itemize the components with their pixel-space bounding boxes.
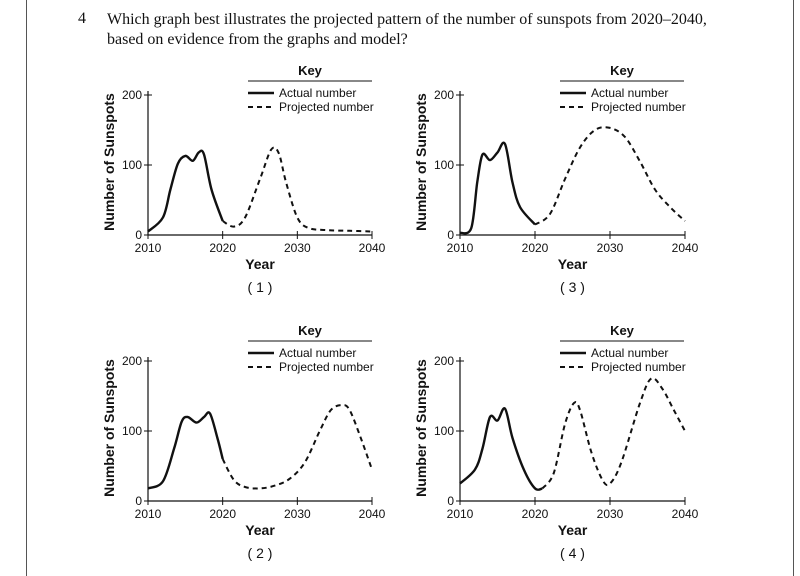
question-line-2: based on evidence from the graphs and mo… [107, 31, 408, 48]
projected-number-line [221, 404, 373, 490]
y-axis-title: Number of Sunspots [101, 359, 117, 497]
x-axis-title: Year [558, 256, 588, 272]
actual-number-line [147, 149, 224, 233]
x-tick-label: 2020 [522, 241, 549, 255]
question-text: Which graph best illustrates the project… [107, 10, 747, 50]
question-number: 4 [78, 10, 86, 27]
x-tick-label: 2040 [672, 507, 699, 521]
y-tick-label: 200 [434, 354, 454, 368]
projected-number-line [534, 126, 686, 226]
key-title: Key [298, 63, 323, 78]
actual-number-line [459, 407, 543, 491]
key-actual-label: Actual number [279, 86, 356, 100]
y-tick-label: 0 [447, 228, 454, 242]
key-actual-label: Actual number [591, 86, 668, 100]
key-projected-label: Projected number [591, 360, 686, 374]
x-tick-label: 2010 [447, 241, 474, 255]
projected-number-line [222, 146, 373, 233]
x-axis-title: Year [245, 522, 275, 538]
option-label: ( 2 ) [248, 545, 273, 561]
page-right-border [793, 0, 794, 576]
graph-option-2: 0 100 200 2010 2020 2030 2040 Year Number of Sun… [101, 323, 386, 561]
y-tick-label: 0 [135, 228, 142, 242]
y-axis-title: Number of Sunspots [101, 93, 117, 231]
x-tick-label: 2010 [135, 241, 162, 255]
graph-option-1: 0 100 200 2010 2020 2030 2040 Year Number of Sun… [413, 63, 699, 295]
y-tick-label: 0 [447, 494, 454, 508]
page-left-border [26, 0, 27, 576]
y-tick-label: 200 [122, 354, 142, 368]
x-tick-label: 2030 [597, 507, 624, 521]
option-label: ( 4 ) [560, 545, 585, 561]
y-tick-label: 100 [434, 158, 454, 172]
x-tick-label: 2010 [135, 507, 162, 521]
option-label: ( 3 ) [560, 279, 585, 295]
y-tick-label: 0 [135, 494, 142, 508]
key-projected-label: Projected number [279, 360, 374, 374]
y-axis-title: Number of Sunspots [413, 359, 429, 497]
x-tick-label: 2030 [597, 241, 624, 255]
actual-number-line [459, 141, 536, 235]
key-projected-label: Projected number [279, 100, 374, 114]
x-tick-label: 2030 [284, 241, 311, 255]
y-tick-label: 200 [122, 88, 142, 102]
x-tick-label: 2020 [209, 507, 236, 521]
key-actual-label: Actual number [279, 346, 356, 360]
x-tick-label: 2040 [359, 241, 386, 255]
y-tick-label: 200 [434, 88, 454, 102]
key-title: Key [610, 63, 635, 78]
x-axis-title: Year [558, 522, 588, 538]
y-tick-label: 100 [434, 424, 454, 438]
x-tick-label: 2010 [447, 507, 474, 521]
key-actual-label: Actual number [591, 346, 668, 360]
question-line-1: Which graph best illustrates the project… [107, 11, 707, 28]
y-axis-title: Number of Sunspots [413, 93, 429, 231]
actual-number-line [147, 411, 224, 490]
x-tick-label: 2030 [284, 507, 311, 521]
x-tick-label: 2040 [672, 241, 699, 255]
option-label: ( 1 ) [248, 279, 273, 295]
x-tick-label: 2040 [359, 507, 386, 521]
y-tick-label: 100 [122, 158, 142, 172]
graph-option-3: 0 100 200 2010 2020 2030 2040 Year Number of Sun… [413, 323, 699, 561]
key-projected-label: Projected number [591, 100, 686, 114]
x-axis-title: Year [245, 256, 275, 272]
key-title: Key [610, 323, 635, 338]
x-tick-label: 2020 [209, 241, 236, 255]
graph-option-0: 0 100 200 2010 2020 2030 2040 Year Number of Sun… [101, 63, 386, 295]
y-tick-label: 100 [122, 424, 142, 438]
x-tick-label: 2020 [522, 507, 549, 521]
projected-number-line [541, 377, 686, 490]
key-title: Key [298, 323, 323, 338]
